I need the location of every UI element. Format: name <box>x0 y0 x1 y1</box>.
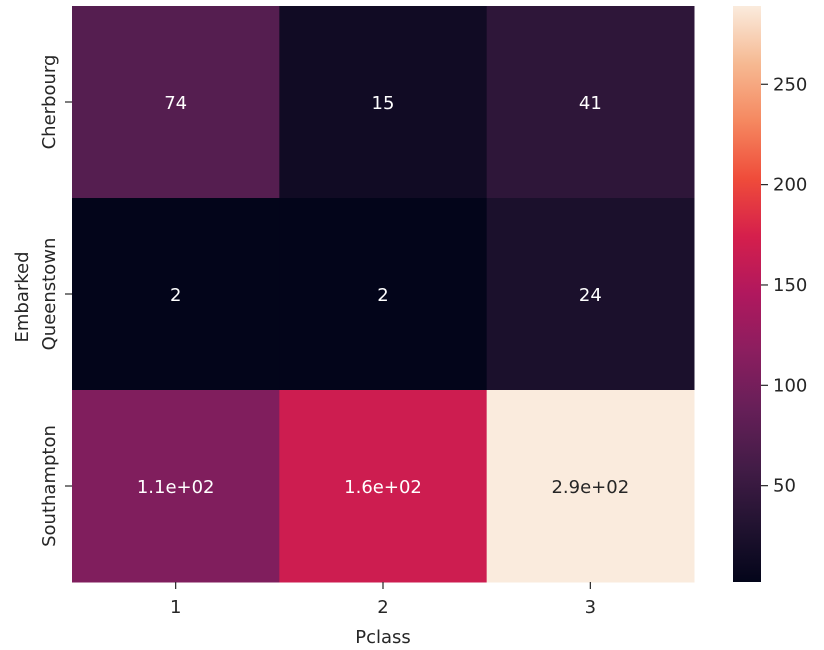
cell-value-label: 15 <box>372 93 395 114</box>
heatmap-cell <box>486 198 695 391</box>
cell-value-label: 2 <box>170 285 181 306</box>
colorbar-tick-label: 200 <box>773 175 807 196</box>
cell-value-label: 2 <box>377 285 388 306</box>
x-tick-label: 3 <box>585 597 596 618</box>
heatmap-cells <box>72 6 695 583</box>
y-tick-label: Southampton <box>39 425 60 547</box>
y-tick-label: Cherbourg <box>39 55 60 150</box>
cell-value-label: 74 <box>164 93 187 114</box>
heatmap-cell <box>486 390 695 583</box>
y-axis-label: Embarked <box>12 251 33 342</box>
colorbar-tick-label: 100 <box>773 375 807 396</box>
heatmap-cell <box>279 390 488 583</box>
colorbar <box>733 6 761 582</box>
cell-value-label: 24 <box>579 285 602 306</box>
y-tick-label: Queenstown <box>39 238 60 351</box>
x-axis-label: Pclass <box>355 627 411 648</box>
x-tick-label: 1 <box>170 597 181 618</box>
heatmap-cell <box>72 390 280 583</box>
cell-value-label: 41 <box>579 93 602 114</box>
heatmap-cell <box>279 198 488 391</box>
heatmap-cell <box>486 6 695 199</box>
cell-value-label: 1.1e+02 <box>137 477 215 498</box>
cell-value-label: 1.6e+02 <box>344 477 422 498</box>
heatmap-cell <box>72 198 280 391</box>
y-axis-ticks: Cherbourg Queenstown Southampton <box>39 55 72 547</box>
colorbar-ticks: 50 100 150 200 250 <box>761 74 807 497</box>
heatmap-cell <box>279 6 488 199</box>
cell-value-label: 2.9e+02 <box>551 477 629 498</box>
x-tick-label: 2 <box>377 597 388 618</box>
x-axis-ticks: 1 2 3 <box>170 582 596 618</box>
colorbar-tick-label: 150 <box>773 275 807 296</box>
colorbar-tick-label: 50 <box>773 476 796 497</box>
heatmap-cell-labels: 74 15 41 2 2 24 1.1e+02 1.6e+02 2.9e+02 <box>137 93 629 498</box>
colorbar-tick-label: 250 <box>773 74 807 95</box>
heatmap-cell <box>72 6 280 199</box>
